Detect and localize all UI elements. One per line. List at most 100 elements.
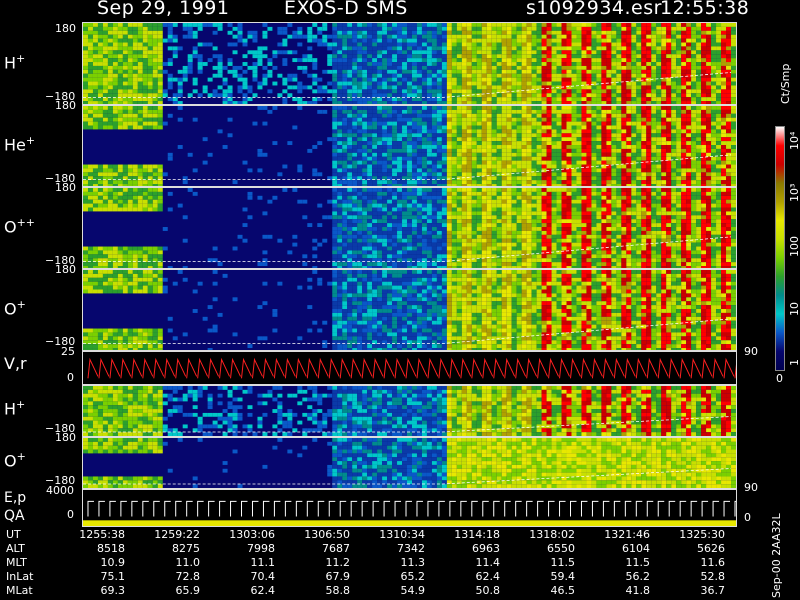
ytick-max: 180: [55, 22, 76, 35]
table-row: MLT 10.9 11.0 11.1 11.2 11.3 11.4 11.5 11.5 11.6: [0, 556, 725, 570]
ytick-min: −180: [45, 172, 76, 185]
colorbar-zero: 0: [776, 372, 783, 385]
table-cell: 1306:50: [304, 528, 350, 541]
ytick-max: 180: [55, 263, 76, 276]
right-tick: 90: [744, 481, 758, 494]
ytick-min: −180: [45, 335, 76, 348]
colorbar-label: 10³: [788, 183, 800, 202]
table-cell: 7342: [397, 542, 425, 555]
table-cell: 10.9: [100, 556, 126, 569]
ytick-max: 25: [61, 345, 75, 358]
line-plot-e-p: [83, 490, 736, 526]
panel-he-plus: [82, 105, 737, 187]
table-cell: 1318:02: [529, 528, 575, 541]
table-cell: 46.5: [550, 584, 576, 597]
ytick-min: −180: [45, 90, 76, 103]
table-cell: 1314:18: [454, 528, 500, 541]
table-row: UT 1255:38 1259:22 1303:06 1306:50 1310:34 131…: [0, 528, 725, 542]
table-cell: 69.3: [100, 584, 126, 597]
table-cell: 11.4: [475, 556, 501, 569]
panel-h-plus-2: [82, 385, 737, 437]
panel-o-plusplus: [82, 187, 737, 269]
panel-o-plus-2: [82, 437, 737, 489]
table-cell: 6104: [622, 542, 650, 555]
panel-e-p: [82, 489, 737, 527]
table-row: InLat 75.1 72.8 70.4 67.9 65.2 62.4 59.4 56.2 52.…: [0, 570, 725, 584]
table-cell: 70.4: [250, 570, 276, 583]
table-cell: 59.4: [550, 570, 576, 583]
label-h-plus: H+: [4, 52, 26, 73]
table-cell: 11.0: [175, 556, 201, 569]
table-cell: 54.9: [400, 584, 426, 597]
panel-o-plus: [82, 269, 737, 351]
file-time: 12:55:38: [660, 0, 750, 19]
table-row: ALT 8518 8275 7998 7687 7342 6963 6550 6104 5626: [0, 542, 725, 556]
ytick-max: 4000: [46, 484, 74, 497]
table-cell: 56.2: [625, 570, 651, 583]
panel-v-r: [82, 351, 737, 385]
label-qa: QA: [4, 508, 25, 524]
label-h-plus-2: H+: [4, 398, 26, 419]
instrument-title: EXOS-D SMS: [284, 0, 408, 19]
ytick-min: −180: [45, 474, 76, 487]
table-cell: 11.5: [550, 556, 576, 569]
heatmap-he-plus: [83, 106, 736, 186]
table-cell: 6550: [547, 542, 575, 555]
ytick-min: 0: [67, 508, 74, 521]
ytick-min: −180: [45, 254, 76, 267]
table-cell: 62.4: [475, 570, 501, 583]
row-header: MLat: [6, 584, 33, 597]
table-cell: 67.9: [325, 570, 351, 583]
ytick-min: 0: [67, 371, 74, 384]
panel-h-plus: [82, 22, 737, 105]
file-name: s1092934.esr: [526, 0, 662, 19]
table-cell: 65.2: [400, 570, 426, 583]
colorbar-label: 10: [788, 302, 800, 316]
side-label: Sep-00 2AA32L: [770, 513, 783, 598]
label-v-r: V,r: [4, 354, 27, 373]
heatmap-h-plus-2: [83, 386, 736, 436]
ytick-max: 180: [55, 99, 76, 112]
row-header: InLat: [6, 570, 34, 583]
table-cell: 72.8: [175, 570, 201, 583]
table-cell: 7687: [322, 542, 350, 555]
table-cell: 50.8: [475, 584, 501, 597]
plot-date: Sep 29, 1991: [97, 0, 230, 19]
colorbar: [775, 126, 785, 371]
table-cell: 36.7: [700, 584, 726, 597]
label-e-p: E,p: [4, 490, 27, 506]
row-header: MLT: [6, 556, 27, 569]
ephemeris-table: UT 1255:38 1259:22 1303:06 1306:50 1310:34 131…: [0, 528, 725, 598]
table-cell: 1259:22: [154, 528, 200, 541]
table-cell: 11.3: [400, 556, 426, 569]
table-cell: 1310:34: [379, 528, 425, 541]
colorbar-units: Ct/Smp: [779, 63, 792, 104]
table-cell: 11.5: [625, 556, 651, 569]
table-row: MLat 69.3 65.9 62.4 58.8 54.9 50.8 46.5 41.8 36.7: [0, 584, 725, 598]
right-tick: 90: [744, 345, 758, 358]
table-cell: 41.8: [625, 584, 651, 597]
table-cell: 1255:38: [79, 528, 125, 541]
ytick-max: 180: [55, 431, 76, 444]
table-cell: 58.8: [325, 584, 351, 597]
ytick-max: 180: [55, 181, 76, 194]
colorbar-label: 100: [788, 236, 800, 257]
label-o-plus-2: O+: [4, 450, 26, 471]
row-header: ALT: [6, 542, 25, 555]
label-o-plusplus: O++: [4, 216, 36, 237]
label-he-plus: He+: [4, 134, 36, 155]
heatmap-o-plusplus: [83, 188, 736, 268]
table-cell: 8275: [172, 542, 200, 555]
table-cell: 1303:06: [229, 528, 275, 541]
heatmap-h-plus: [83, 23, 736, 104]
heatmap-o-plus-2: [83, 438, 736, 488]
table-cell: 52.8: [700, 570, 726, 583]
table-cell: 11.2: [325, 556, 351, 569]
colorbar-label: 1: [788, 359, 800, 366]
table-cell: 11.1: [250, 556, 276, 569]
table-cell: 75.1: [100, 570, 126, 583]
heatmap-o-plus: [83, 270, 736, 350]
ytick-min: −180: [45, 422, 76, 435]
table-cell: 6963: [472, 542, 500, 555]
table-cell: 5626: [697, 542, 725, 555]
